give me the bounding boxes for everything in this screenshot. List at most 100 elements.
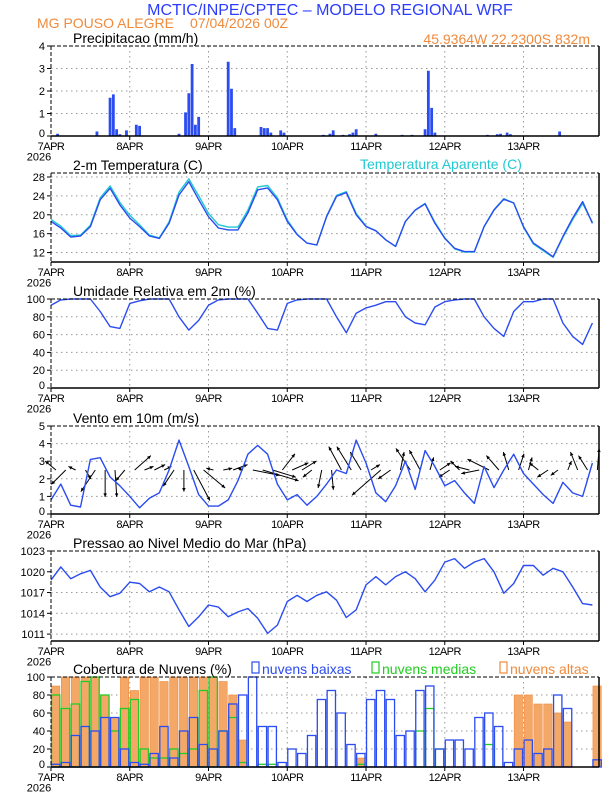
high-cloud-bar xyxy=(90,676,100,768)
x-tick-label: 9APR xyxy=(195,393,222,405)
y-tick-label: 3 xyxy=(39,456,45,468)
precip-bar xyxy=(374,133,378,136)
wind-vector-head xyxy=(304,462,309,466)
high-cloud-bar xyxy=(208,676,218,768)
wind-vector-head xyxy=(147,455,151,460)
x-tick-label: 10APR xyxy=(271,519,304,531)
high-cloud-bar xyxy=(189,676,198,768)
x-tick-label: 8APR xyxy=(116,772,143,784)
wind-vector-head xyxy=(302,473,307,478)
precip-bar xyxy=(495,134,499,136)
high-cloud-bar xyxy=(592,685,602,768)
wind-vector xyxy=(262,469,299,482)
panel-temp: 12 16 20 24 28 7APR 8APR 9APR 10APR 11APR 12APR 13A… xyxy=(27,156,600,290)
wind-vector-head xyxy=(291,453,295,458)
wind-vector-head xyxy=(570,452,574,456)
wind-vector-head xyxy=(237,467,242,471)
low-cloud-bar xyxy=(326,689,337,768)
precip-bar xyxy=(184,112,187,136)
y-tick-label: 1 xyxy=(39,491,45,503)
high-cloud-bar xyxy=(563,721,573,768)
series-line-wind xyxy=(50,439,594,509)
x-tick-label: 13APR xyxy=(507,267,540,279)
wind-vector-head xyxy=(401,452,406,456)
station-location: 45.9364W 22.2300S 832m xyxy=(423,31,590,47)
precip-bar xyxy=(351,132,355,136)
precip-bar xyxy=(266,128,269,136)
x-tick-label: 10APR xyxy=(271,267,304,279)
legend-swatch-high-cloud xyxy=(499,661,508,674)
y-tick-label: 40 xyxy=(33,347,45,359)
low-cloud-bar xyxy=(424,685,435,768)
y-tick-label: 20 xyxy=(33,210,45,222)
high-cloud-bar xyxy=(51,685,61,768)
precip-bar xyxy=(138,125,141,136)
low-cloud-bar xyxy=(385,698,396,768)
low-cloud-bar xyxy=(464,748,474,768)
x-tick-label: 9APR xyxy=(195,267,222,279)
wind-vector-head xyxy=(378,475,382,479)
precip-bar xyxy=(499,133,502,136)
precip-bar xyxy=(118,134,122,136)
x-year-label: 2026 xyxy=(27,404,51,416)
x-tick-label: 8APR xyxy=(116,141,143,153)
high-cloud-bar xyxy=(523,694,533,768)
precip-bar xyxy=(282,132,286,136)
y-tick-label: 1011 xyxy=(21,629,45,641)
x-tick-label: 11APR xyxy=(350,646,382,658)
x-tick-label: 12APR xyxy=(429,772,462,784)
x-tick-label: 7APR xyxy=(38,772,65,784)
precip-bar xyxy=(187,93,191,136)
precip-bar xyxy=(115,129,119,136)
legend-swatch-mid-cloud xyxy=(371,661,380,674)
precip-bar xyxy=(430,107,434,136)
y-tick-label: 5 xyxy=(39,421,45,433)
y-tick-label: 16 xyxy=(33,229,45,241)
series-line-temp xyxy=(50,181,594,258)
high-cloud-bar xyxy=(169,676,179,768)
main-title: MCTIC/INPE/CPTEC – MODELO REGIONAL WRF xyxy=(147,2,513,19)
mid-cloud-bar xyxy=(483,743,494,768)
y-tick-label: 4 xyxy=(39,41,45,53)
x-tick-label: 10APR xyxy=(271,772,304,784)
y-tick-label: 2 xyxy=(39,474,45,486)
wind-vector-head xyxy=(529,457,533,462)
y-tick-label: 100 xyxy=(27,294,45,306)
wind-vector-head xyxy=(467,459,472,463)
panel-wind: 0 1 2 3 4 5 7APR 8APR 9APR 10APR 11APR 12APR 13APR 20… xyxy=(27,410,601,542)
wind-vector-head xyxy=(331,486,335,490)
legend-label: nuvens medias xyxy=(382,661,476,677)
wind-vector-head xyxy=(446,462,451,467)
x-tick-label: 7APR xyxy=(38,393,65,405)
wind-vector-head xyxy=(312,461,317,465)
wind-vector-head xyxy=(317,484,321,488)
wind-vector-head xyxy=(206,496,210,501)
wind-vector-head xyxy=(450,461,455,465)
panel-precip: 0 1 2 3 4 7APR 8APR 9APR 10APR 11APR 12APR 13APR 202… xyxy=(27,30,600,164)
wind-vector-head xyxy=(537,473,542,478)
precip-bar xyxy=(259,127,263,136)
x-tick-label: 7APR xyxy=(38,267,65,279)
wind-vector-head xyxy=(409,450,413,455)
low-cloud-bar xyxy=(434,748,445,768)
low-cloud-bar xyxy=(257,725,268,768)
x-tick-label: 12APR xyxy=(429,393,462,405)
wind-vector-head xyxy=(228,467,233,471)
high-cloud-bar xyxy=(61,676,70,768)
y-tick-label: 0 xyxy=(39,380,45,392)
x-tick-label: 9APR xyxy=(195,772,222,784)
wind-vector-head xyxy=(206,467,211,471)
panel-title: 2-m Temperatura (C) xyxy=(73,157,203,173)
y-tick-label: 1023 xyxy=(21,546,45,558)
x-tick-label: 11APR xyxy=(350,267,382,279)
low-cloud-bar xyxy=(444,739,455,768)
precip-bar xyxy=(197,116,201,136)
y-tick-label: 60 xyxy=(33,708,45,720)
low-cloud-bar xyxy=(336,712,346,768)
y-tick-label: 20 xyxy=(33,365,45,377)
low-cloud-bar xyxy=(267,725,278,768)
high-cloud-bar xyxy=(218,681,228,768)
wind-vector xyxy=(467,458,490,471)
series-line-pres xyxy=(50,557,593,635)
x-tick-label: 13APR xyxy=(507,393,540,405)
